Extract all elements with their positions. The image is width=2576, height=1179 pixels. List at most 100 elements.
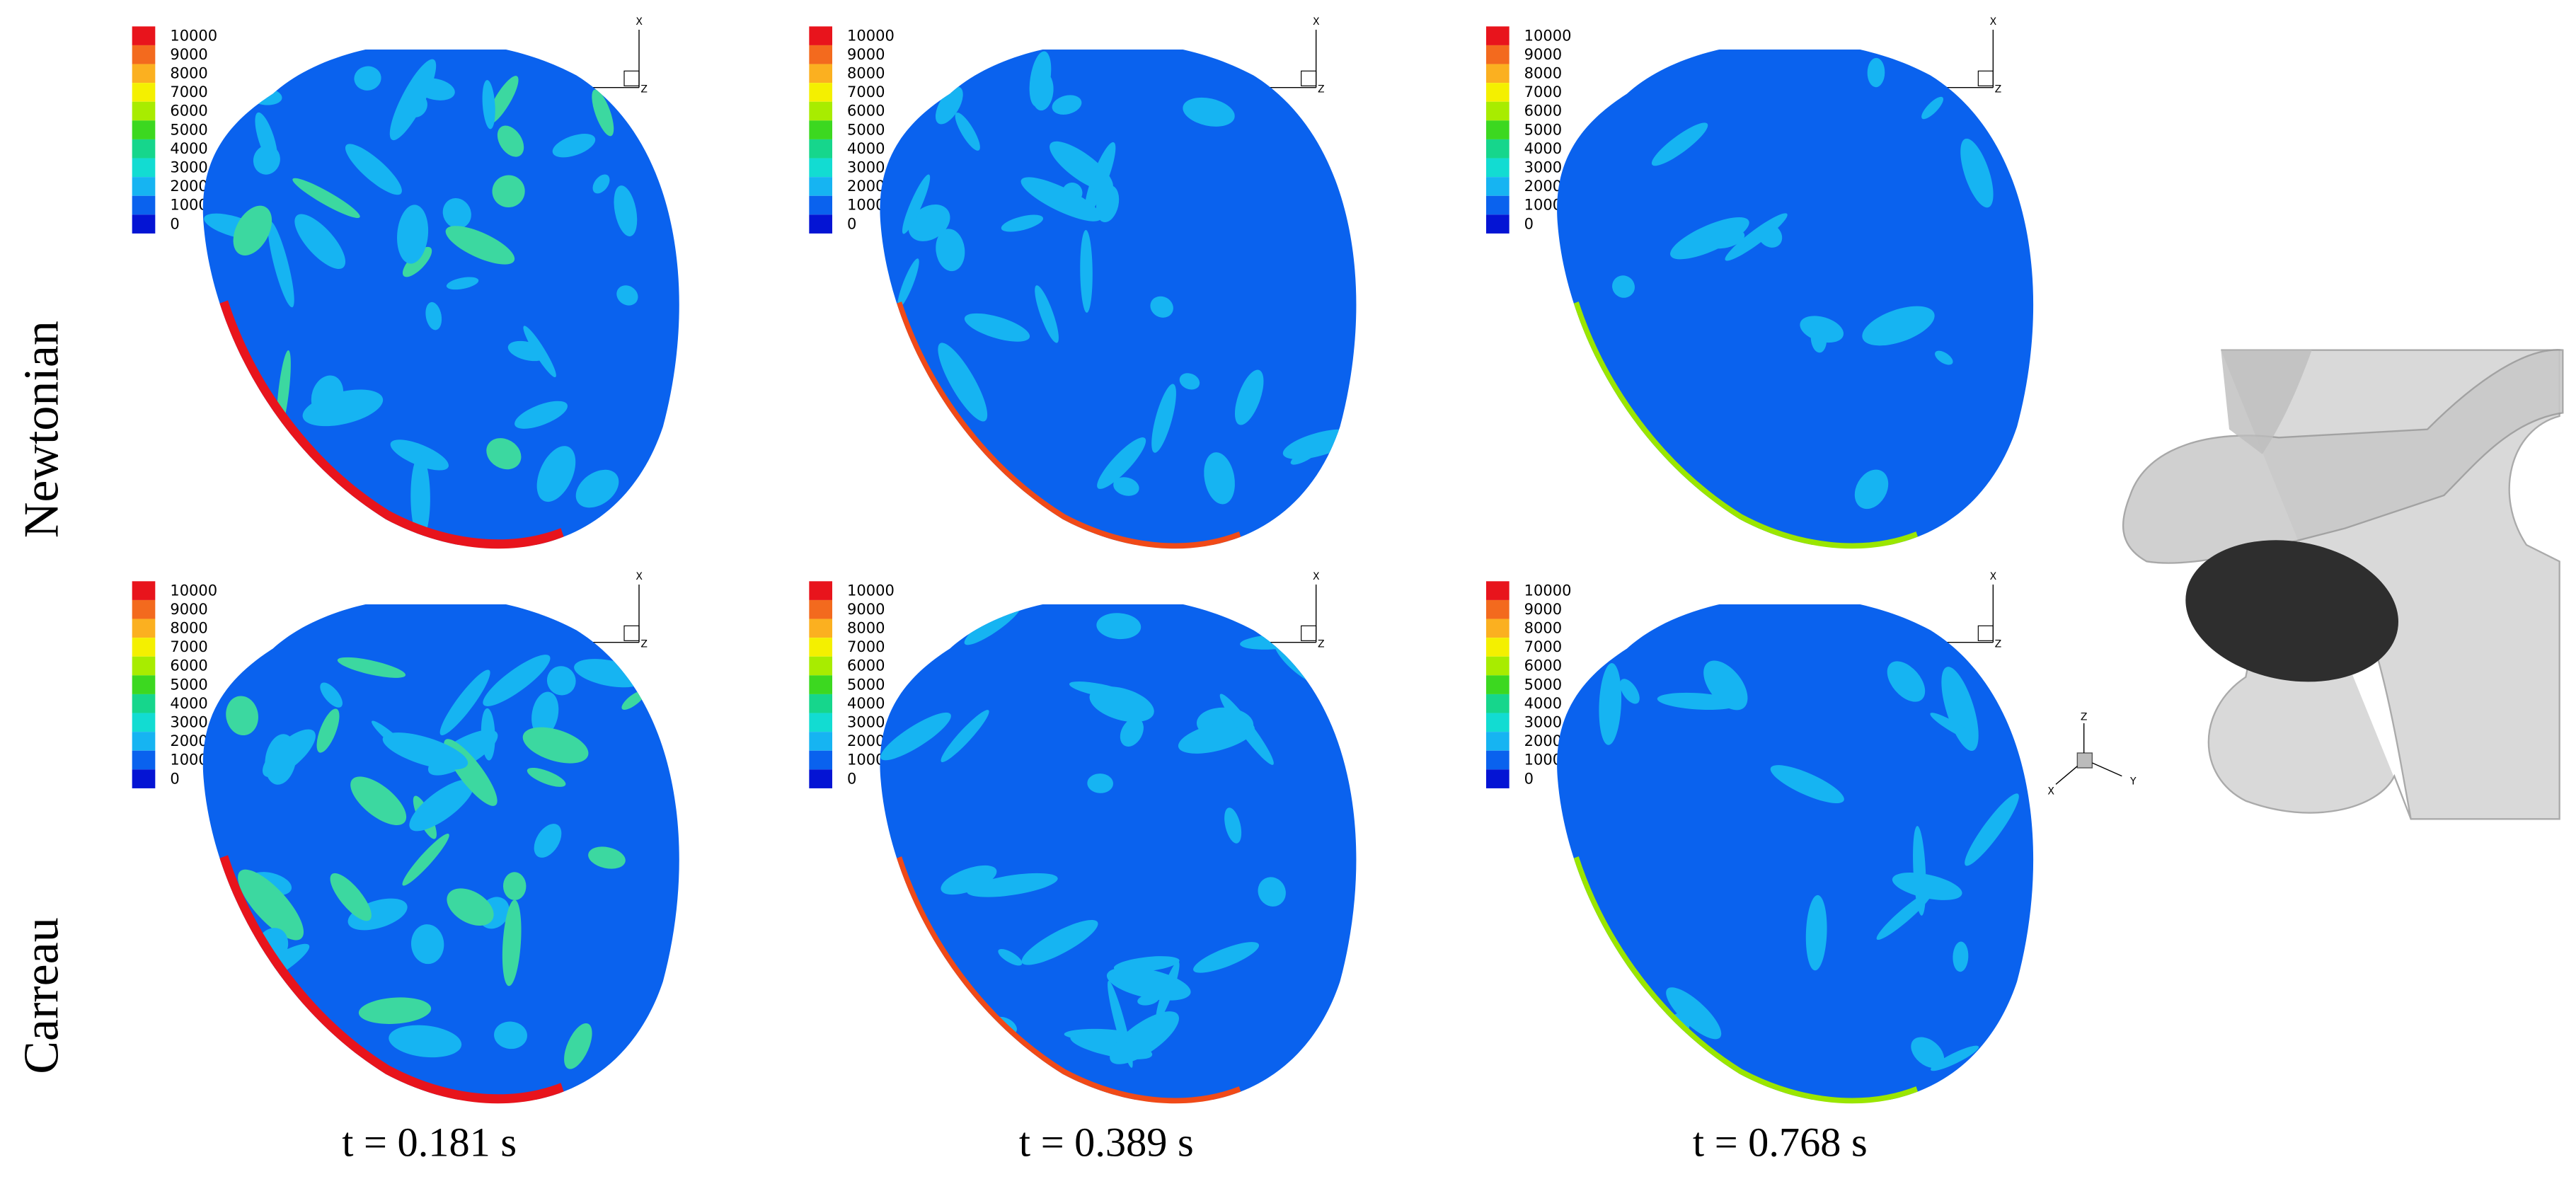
legend-label: 3000	[170, 714, 207, 731]
field-streak	[320, 682, 343, 708]
legend-swatch	[132, 177, 156, 196]
field-streak	[1612, 275, 1635, 298]
legend-label: 6000	[170, 103, 207, 120]
field-streak	[1935, 350, 1953, 365]
legend-label: 0	[170, 215, 179, 232]
legend-swatch	[1486, 214, 1510, 234]
field-streak	[1757, 223, 1783, 248]
legend-label: 3000	[1524, 159, 1562, 176]
legend-swatch	[132, 656, 156, 676]
field-streak	[1911, 1037, 1945, 1069]
field-streak	[998, 948, 1023, 966]
field-streak	[397, 205, 429, 264]
legend-label: 6000	[1524, 657, 1562, 674]
legend-label: 3000	[847, 159, 885, 176]
field-streak	[410, 455, 430, 540]
field-streak	[483, 655, 551, 706]
field-streak	[253, 145, 280, 175]
field-streak	[534, 824, 562, 858]
time-label: t = 0.389 s	[1019, 1119, 1194, 1165]
field-streak	[1651, 122, 1708, 166]
legend-swatch	[809, 214, 832, 234]
legend-swatch	[809, 581, 832, 600]
field-streak	[1703, 660, 1748, 711]
triad-label: X	[636, 571, 643, 582]
legend-swatch	[132, 675, 156, 694]
field-streak	[1941, 667, 1979, 752]
field-streak	[502, 899, 522, 987]
legend-label: 5000	[170, 676, 207, 693]
field-streak	[217, 379, 253, 427]
field-streak	[248, 452, 314, 481]
legend-label: 1000	[1524, 752, 1562, 769]
legend-label: 5000	[1524, 121, 1562, 138]
legend-swatch	[1486, 619, 1510, 638]
field-streak	[1588, 468, 1651, 525]
field-streak	[592, 89, 614, 137]
field-streak	[616, 285, 638, 306]
field-streak	[1960, 138, 1994, 208]
legend-label: 2000	[170, 732, 207, 749]
field-streak	[1854, 469, 1889, 510]
legend-swatch	[1486, 599, 1510, 619]
field-streak	[1698, 503, 1715, 519]
contour-field	[1557, 597, 2034, 1103]
legend-swatch	[809, 656, 832, 676]
field-streak	[1707, 229, 1745, 249]
legend-swatch	[1486, 195, 1510, 215]
field-streak	[1052, 95, 1082, 115]
legend-label: 1000	[170, 197, 207, 214]
field-streak	[536, 446, 576, 502]
field-streak	[1035, 285, 1059, 343]
field-streak	[1204, 452, 1235, 505]
legend-swatch	[809, 139, 832, 159]
field-streak	[964, 313, 1030, 342]
field-streak	[292, 178, 360, 218]
legend-swatch	[1486, 120, 1510, 139]
field-streak	[238, 869, 304, 941]
field-streak	[294, 214, 346, 270]
field-streak	[242, 432, 285, 483]
field-streak	[1069, 681, 1132, 699]
legend-swatch	[809, 694, 832, 713]
triad-box	[1301, 625, 1317, 641]
field-streak	[1151, 384, 1176, 453]
field-streak	[514, 401, 568, 429]
legend-swatch	[809, 619, 832, 638]
field-streak	[1183, 97, 1235, 127]
legend-label: 8000	[1524, 620, 1562, 637]
triad-label: X	[636, 16, 643, 28]
legend-label: 8000	[847, 620, 885, 637]
triad-box	[1977, 625, 1994, 641]
triad-label: Y	[2129, 776, 2137, 787]
field-streak	[1619, 679, 1640, 704]
legend-swatch	[132, 158, 156, 178]
field-streak	[1029, 51, 1052, 107]
field-streak	[492, 175, 525, 208]
field-streak	[507, 340, 547, 362]
legend-swatch	[1486, 713, 1510, 732]
field-base	[202, 50, 679, 545]
legend-swatch	[132, 713, 156, 732]
legend-swatch	[1486, 45, 1510, 64]
field-base	[880, 604, 1357, 1100]
triad-box	[623, 625, 640, 641]
legend-label: 6000	[170, 657, 207, 674]
legend-label: 10000	[170, 582, 217, 599]
legend-label: 7000	[847, 84, 885, 100]
legend-label: 1000	[1524, 197, 1562, 214]
legend-swatch	[809, 120, 832, 139]
field-streak	[382, 732, 468, 770]
legend-label: 1000	[170, 752, 207, 769]
legend-label: 7000	[847, 638, 885, 655]
triad-box	[1977, 70, 1994, 86]
legend-label: 1000	[847, 752, 885, 769]
field-streak	[936, 229, 965, 272]
field-streak	[1050, 141, 1113, 192]
field-streak	[1234, 369, 1264, 425]
legend-label: 4000	[1524, 140, 1562, 157]
legend-label: 6000	[847, 103, 885, 120]
field-streak	[531, 691, 559, 737]
field-streak	[226, 696, 258, 736]
